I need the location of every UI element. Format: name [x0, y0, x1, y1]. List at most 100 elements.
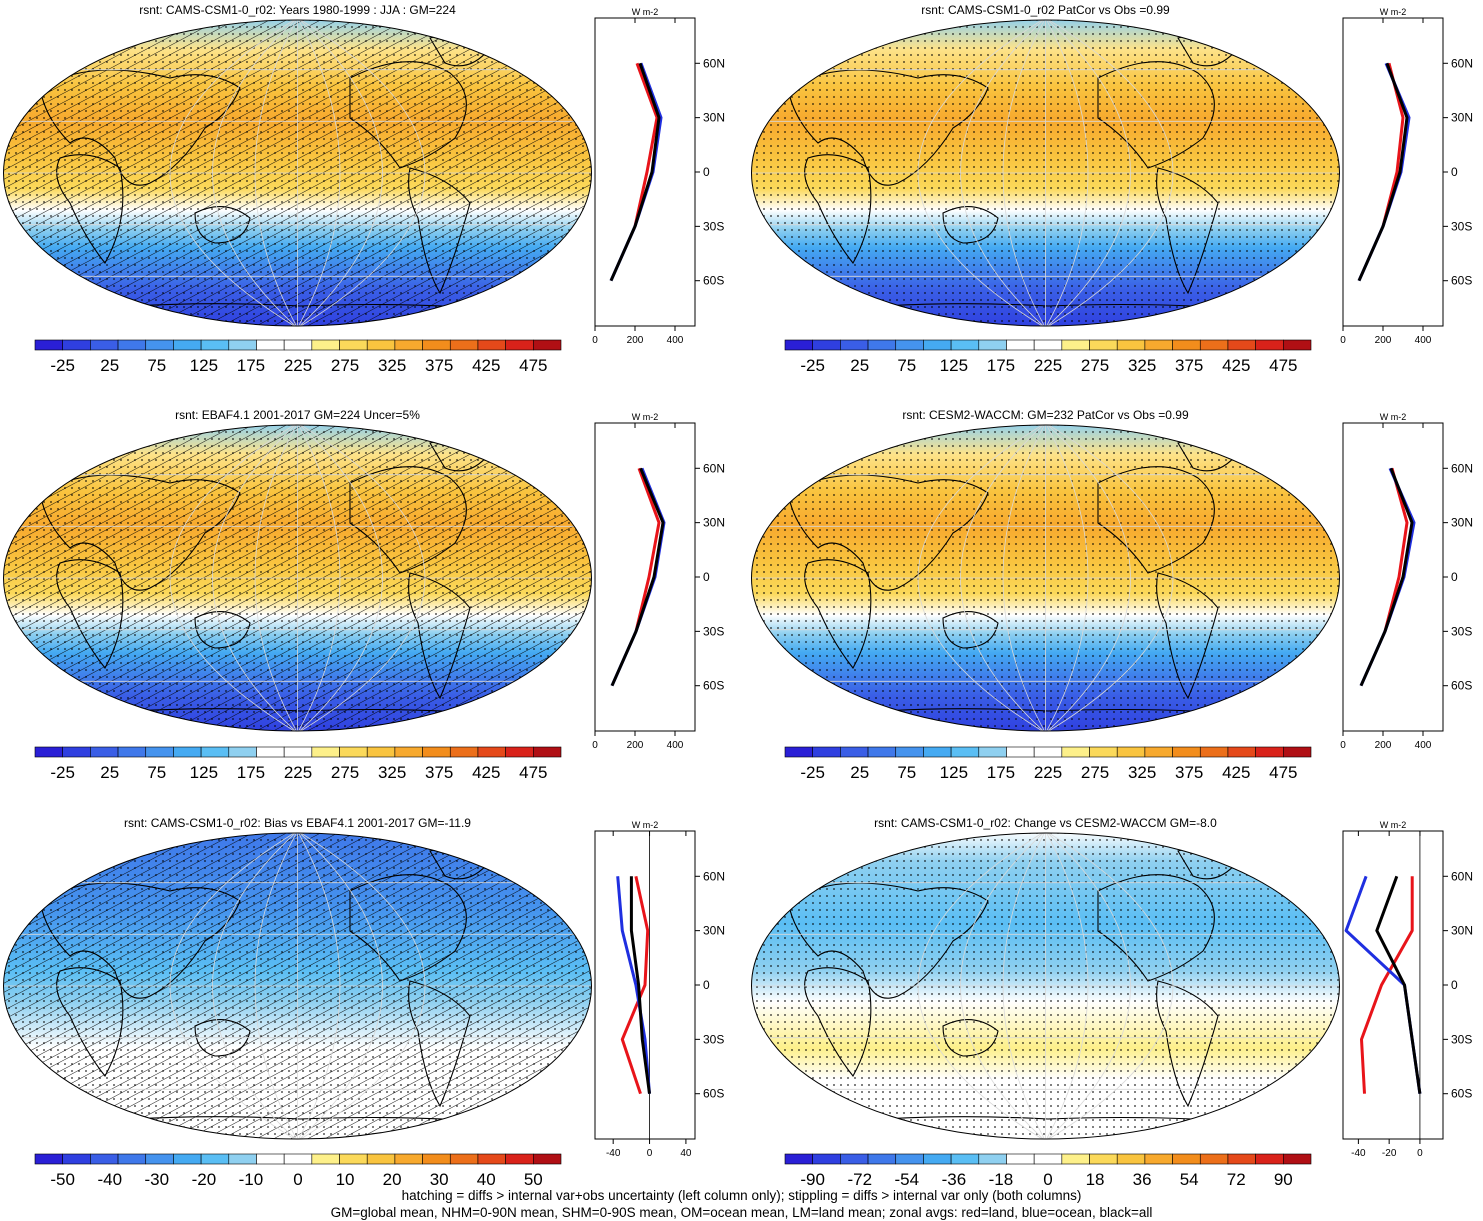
- colorbar-swatch: [477, 746, 506, 758]
- panel-title: rsnt: CAMS-CSM1-0_r02: Change vs CESM2-W…: [874, 816, 1217, 830]
- colorbar-swatch: [840, 746, 869, 758]
- panel-abs-patcor: rsnt: CAMS-CSM1-0_r02 PatCor vs Obs =0.9…: [748, 0, 1483, 400]
- footer-legend-line-1: hatching = diffs > internal var+obs unce…: [401, 1188, 1082, 1203]
- graticule-lon: [917, 425, 1046, 731]
- colorbar-tick-label: 325: [1128, 763, 1156, 782]
- graticule-lon: [297, 20, 383, 326]
- lat-tick-label: 60S: [703, 679, 724, 693]
- zonal-panel-4: W m-2 60N 30N 0 30S 60S -40 0 40: [594, 821, 725, 1159]
- colorbar-swatch: [200, 1153, 230, 1165]
- colorbar-tick-label: 40: [477, 1170, 496, 1189]
- colorbar-swatch: [1172, 1153, 1201, 1165]
- colorbar-tick-label: -18: [989, 1170, 1014, 1189]
- colorbar-swatch: [256, 339, 285, 351]
- colorbar-tick-label: 75: [147, 763, 166, 782]
- graticule-lon: [1045, 20, 1174, 326]
- colorbar-tick-label: 375: [425, 356, 453, 375]
- panel-change: rsnt: CAMS-CSM1-0_r02: Change vs CESM2-W…: [748, 813, 1483, 1193]
- coastline: [56, 559, 124, 669]
- zonal-panel-3: W m-2 60N 30N 0 30S 60S 0 200 400: [1340, 413, 1473, 751]
- colorbar-tick-label: 72: [1227, 1170, 1246, 1189]
- zonal-unit-label: W m-2: [632, 8, 659, 17]
- colorbar-swatch: [867, 746, 897, 758]
- coastline: [349, 466, 467, 574]
- colorbar-tick-label: 275: [331, 763, 359, 782]
- zonal-line-land: [1360, 876, 1414, 1094]
- colorbar-tick-label: 175: [237, 356, 265, 375]
- graticule-lon: [1045, 425, 1131, 731]
- coastline: [408, 167, 471, 295]
- lat-tick-label: 60N: [703, 869, 725, 883]
- colorbar-swatch: [1061, 1153, 1090, 1165]
- lat-tick-label: 30N: [1451, 111, 1473, 125]
- graticule-lon: [917, 833, 1046, 1139]
- colorbar-swatch: [1144, 1153, 1173, 1165]
- coastline: [1156, 572, 1219, 700]
- graticule-lon: [212, 425, 298, 731]
- zonal-unit-label: W m-2: [1380, 413, 1407, 422]
- colorbar-swatch: [311, 746, 340, 758]
- graticule-lon: [1045, 20, 1131, 326]
- coastline: [39, 882, 241, 999]
- colorbar-swatch: [978, 339, 1007, 351]
- x-tick-label: 400: [1415, 740, 1432, 751]
- coastline: [1097, 61, 1215, 169]
- lat-tick-label: 30S: [703, 219, 724, 233]
- colorbar-swatch: [840, 339, 869, 351]
- graticule-lon: [297, 833, 426, 1139]
- colorbar-tick-label: 475: [519, 356, 547, 375]
- colorbar-swatch: [90, 339, 119, 351]
- x-tick-label: -40: [606, 1148, 621, 1159]
- coastline: [408, 980, 471, 1108]
- colorbar-swatch: [505, 339, 534, 351]
- colorbar-swatch: [1089, 339, 1118, 351]
- lat-tick-label: 0: [703, 978, 710, 992]
- colorbar-tick-label: -25: [50, 356, 75, 375]
- colorbar-swatch: [477, 339, 506, 351]
- colorbar-swatch: [1283, 746, 1312, 758]
- colorbar-swatch: [1199, 746, 1229, 758]
- colorbar-swatch: [1116, 746, 1146, 758]
- colorbar-tick-label: 0: [1043, 1170, 1052, 1189]
- map-field: [751, 20, 1340, 326]
- graticule-lon: [297, 20, 341, 326]
- colorbar-tick-label: 475: [1269, 763, 1297, 782]
- x-tick-label: 0: [592, 335, 598, 346]
- colorbar-swatch: [1061, 746, 1090, 758]
- zonal-line-land: [633, 62, 659, 227]
- colorbar-swatch: [228, 339, 257, 351]
- colorbar-swatch: [923, 339, 952, 351]
- coastline: [39, 474, 241, 591]
- colorbar-swatch: [422, 1153, 451, 1165]
- colorbar-swatch: [449, 339, 479, 351]
- colorbar-swatch: [895, 746, 924, 758]
- colorbar-swatch: [339, 339, 368, 351]
- colorbar-swatch: [145, 339, 174, 351]
- zonal-line-ocean: [1359, 467, 1416, 687]
- colorbar-tick-label: 25: [850, 356, 869, 375]
- colorbar-panel-4: -50 -40 -30 -20 -10 0 10 20 30 40 50: [34, 1153, 562, 1189]
- colorbar-tick-label: 125: [190, 356, 218, 375]
- zonal-line-all: [1359, 467, 1414, 687]
- lat-tick-label: 60N: [1451, 56, 1473, 70]
- lat-tick-label: 30N: [703, 111, 725, 125]
- colorbar-swatch: [117, 746, 147, 758]
- colorbar-swatch: [950, 746, 980, 758]
- map-field: [751, 833, 1340, 1139]
- colorbar-tick-label: 50: [524, 1170, 543, 1189]
- zonal-line-all: [610, 467, 665, 687]
- graticule-lon: [297, 833, 383, 1139]
- graticule-lon: [169, 833, 298, 1139]
- graticule-lon: [212, 20, 298, 326]
- graticule-lon: [1002, 20, 1046, 326]
- colorbar-swatch: [117, 1153, 147, 1165]
- graticule-lon: [1002, 833, 1046, 1139]
- colorbar-swatch: [1089, 1153, 1118, 1165]
- x-tick-label: 400: [1415, 335, 1432, 346]
- coastline: [804, 967, 872, 1077]
- coastline: [56, 154, 124, 264]
- panel-title: rsnt: EBAF4.1 2001-2017 GM=224 Uncer=5%: [175, 408, 420, 422]
- lat-tick-label: 30S: [1451, 219, 1472, 233]
- coastline: [1156, 980, 1219, 1108]
- colorbar-swatch: [34, 746, 63, 758]
